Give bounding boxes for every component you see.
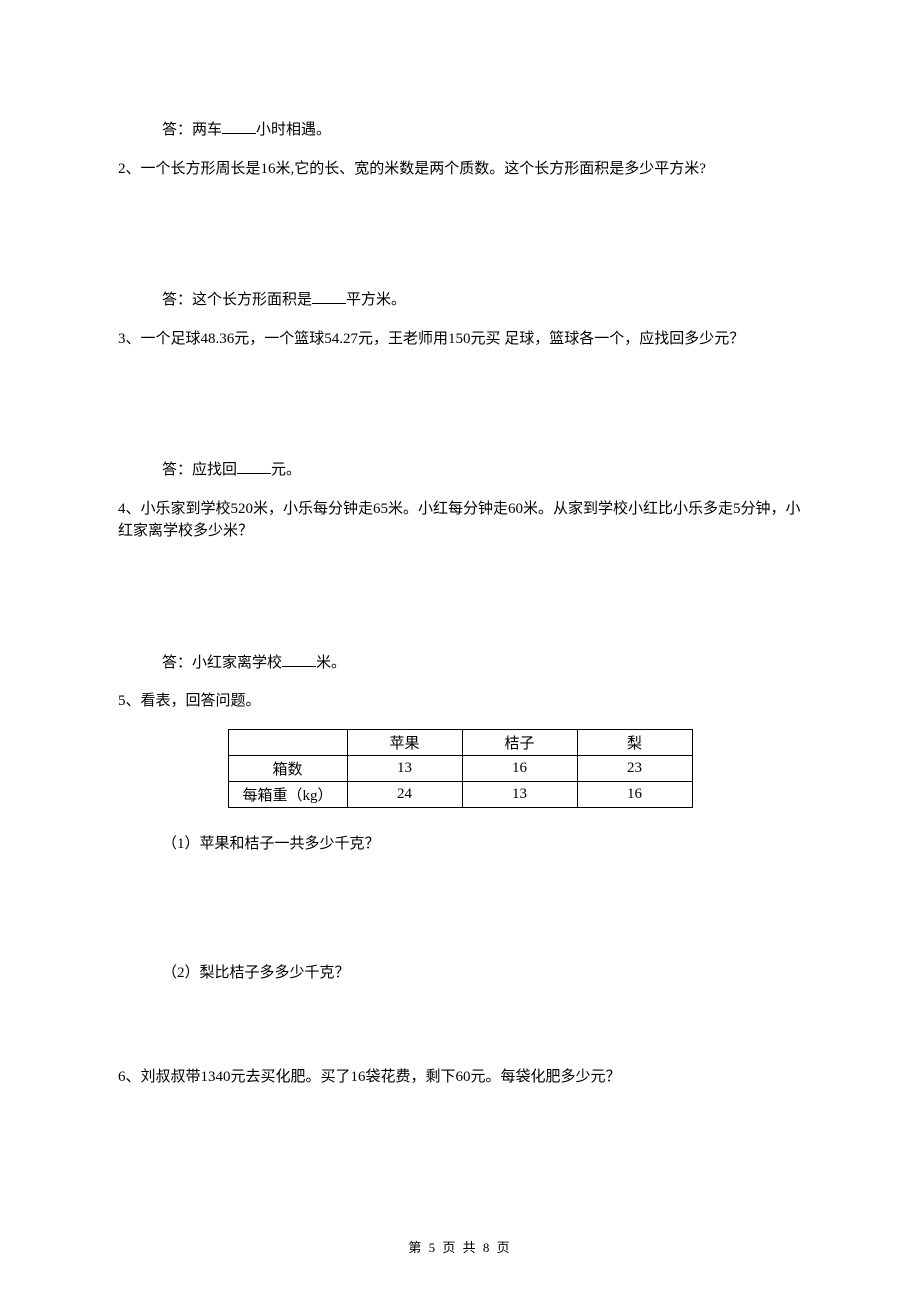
- q3-work-space: [118, 366, 802, 458]
- q3-number: 3、: [118, 331, 141, 347]
- q4-blank[interactable]: [282, 651, 316, 667]
- q6-text: 刘叔叔带1340元去买化肥。买了16袋花费，剩下60元。每袋化肥多少元？: [141, 1069, 621, 1085]
- table-header-row: 苹果 桔子 梨: [228, 729, 692, 755]
- q4-answer-prefix: 答：小红家离学校: [162, 655, 282, 671]
- q5-table-wrap: 苹果 桔子 梨 箱数 13 16 23 每箱重（kg） 24 13 16: [118, 729, 802, 808]
- q5-table: 苹果 桔子 梨 箱数 13 16 23 每箱重（kg） 24 13 16: [228, 729, 693, 808]
- row2-label: 每箱重（kg）: [228, 781, 347, 807]
- th-apple: 苹果: [347, 729, 462, 755]
- q2-text: 一个长方形周长是16米,它的长、宽的米数是两个质数。这个长方形面积是多少平方米?: [141, 161, 706, 177]
- q2-work-space: [118, 196, 802, 288]
- q2-answer-prefix: 答：这个长方形面积是: [162, 292, 312, 308]
- q5-sub1-space: [118, 869, 802, 961]
- q4-answer-suffix: 米。: [316, 655, 346, 671]
- q2-answer-line: 答：这个长方形面积是 平方米。: [118, 288, 802, 312]
- q5-question: 5、看表，回答问题。: [118, 690, 802, 713]
- q1-answer-prefix: 答：两车: [162, 122, 222, 138]
- q3-answer-prefix: 答：应找回: [162, 462, 237, 478]
- table-row: 每箱重（kg） 24 13 16: [228, 781, 692, 807]
- q5-sub2-space: [118, 998, 802, 1066]
- q5-sub2: （2）梨比桔子多多少千克？: [118, 961, 802, 982]
- q4-text: 小乐家到学校520米，小乐每分钟走65米。小红每分钟走60米。从家到学校小红比小…: [118, 501, 801, 540]
- q2-answer-suffix: 平方米。: [346, 292, 406, 308]
- q2-question: 2、一个长方形周长是16米,它的长、宽的米数是两个质数。这个长方形面积是多少平方…: [118, 158, 802, 181]
- q6-question: 6、刘叔叔带1340元去买化肥。买了16袋花费，剩下60元。每袋化肥多少元？: [118, 1066, 802, 1089]
- row1-c3: 23: [577, 755, 692, 781]
- q3-text: 一个足球48.36元，一个篮球54.27元，王老师用150元买 足球，篮球各一个…: [141, 331, 745, 347]
- q4-work-space: [118, 559, 802, 651]
- q4-question: 4、小乐家到学校520米，小乐每分钟走65米。小红每分钟走60米。从家到学校小红…: [118, 498, 802, 543]
- q5-number: 5、: [118, 693, 141, 709]
- th-orange: 桔子: [462, 729, 577, 755]
- q2-blank[interactable]: [312, 288, 346, 304]
- table-row: 箱数 13 16 23: [228, 755, 692, 781]
- q6-number: 6、: [118, 1069, 141, 1085]
- page-footer: 第 5 页 共 8 页: [0, 1237, 920, 1256]
- q5-text: 看表，回答问题。: [141, 693, 261, 709]
- q4-number: 4、: [118, 501, 141, 517]
- row2-c1: 24: [347, 781, 462, 807]
- q3-blank[interactable]: [237, 458, 271, 474]
- q5-sub1: （1）苹果和桔子一共多少千克？: [118, 832, 802, 853]
- row1-c2: 16: [462, 755, 577, 781]
- q3-answer-line: 答：应找回 元。: [118, 458, 802, 482]
- q1-answer-line: 答：两车 小时相遇。: [118, 118, 802, 142]
- row1-c1: 13: [347, 755, 462, 781]
- q1-blank[interactable]: [222, 118, 256, 134]
- th-pear: 梨: [577, 729, 692, 755]
- th-blank: [228, 729, 347, 755]
- q2-number: 2、: [118, 161, 141, 177]
- q4-answer-line: 答：小红家离学校 米。: [118, 651, 802, 675]
- page: 答：两车 小时相遇。 2、一个长方形周长是16米,它的长、宽的米数是两个质数。这个…: [0, 0, 920, 1302]
- row2-c3: 16: [577, 781, 692, 807]
- row1-label: 箱数: [228, 755, 347, 781]
- q1-answer-suffix: 小时相遇。: [256, 122, 331, 138]
- q3-answer-suffix: 元。: [271, 462, 301, 478]
- row2-c2: 13: [462, 781, 577, 807]
- q3-question: 3、一个足球48.36元，一个篮球54.27元，王老师用150元买 足球，篮球各…: [118, 328, 802, 351]
